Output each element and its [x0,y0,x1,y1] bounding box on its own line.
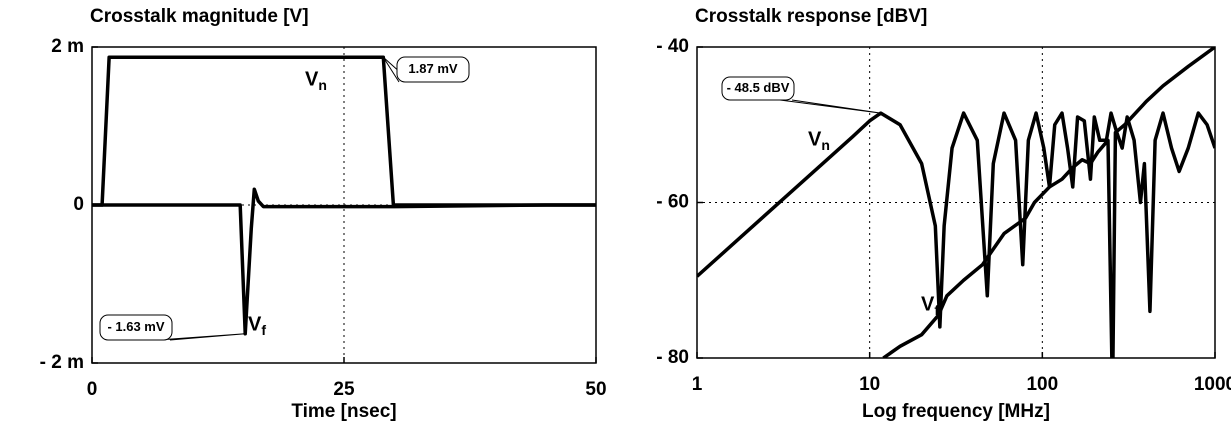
series-line [697,111,1215,329]
x-tick-label: 0 [87,379,98,400]
callout-text: - 48.5 dBV [727,80,790,95]
series-line [882,47,1215,358]
x-tick-label: 1000 [1194,374,1231,395]
callout-pointer [157,333,246,341]
x-tick-label: 50 [585,379,606,400]
callout-box [721,76,795,101]
chart: Crosstalk magnitude [V] Time [nsec] 0 25 50 2… [40,6,607,422]
x-axis-label: Time [nsec] [291,401,396,422]
x-tick-label: 25 [333,379,355,400]
x-tick-label: 1 [692,374,703,395]
x-tick-label: 10 [859,374,880,395]
callout-box [99,314,173,341]
plot-frame [696,46,1216,359]
chart-title: Crosstalk magnitude [V] [90,6,309,27]
series-label: Vn [305,68,327,92]
y-tick-label: - 80 [656,347,689,368]
y-tick-label: - 40 [656,36,689,57]
chart: Crosstalk response [dBV] Log frequency [M… [656,6,1231,422]
callout-box [396,56,470,83]
y-tick-label: 0 [73,194,84,215]
y-tick-label: 2 m [51,36,84,57]
callout-text: - 1.63 mV [107,319,164,334]
y-tick-label: - 2 m [40,352,84,373]
chart-title: Crosstalk response [dBV] [695,6,927,27]
x-tick-label: 100 [1026,374,1058,395]
y-tick-label: - 60 [656,192,689,213]
series-label: Vn [808,128,830,152]
series-label: Vf [921,293,939,317]
series-line [92,187,596,336]
x-axis-label: Log frequency [MHz] [862,401,1050,422]
callout-text: 1.87 mV [408,61,457,76]
series-label: Vf [248,313,266,337]
callout-pointer [779,99,881,114]
